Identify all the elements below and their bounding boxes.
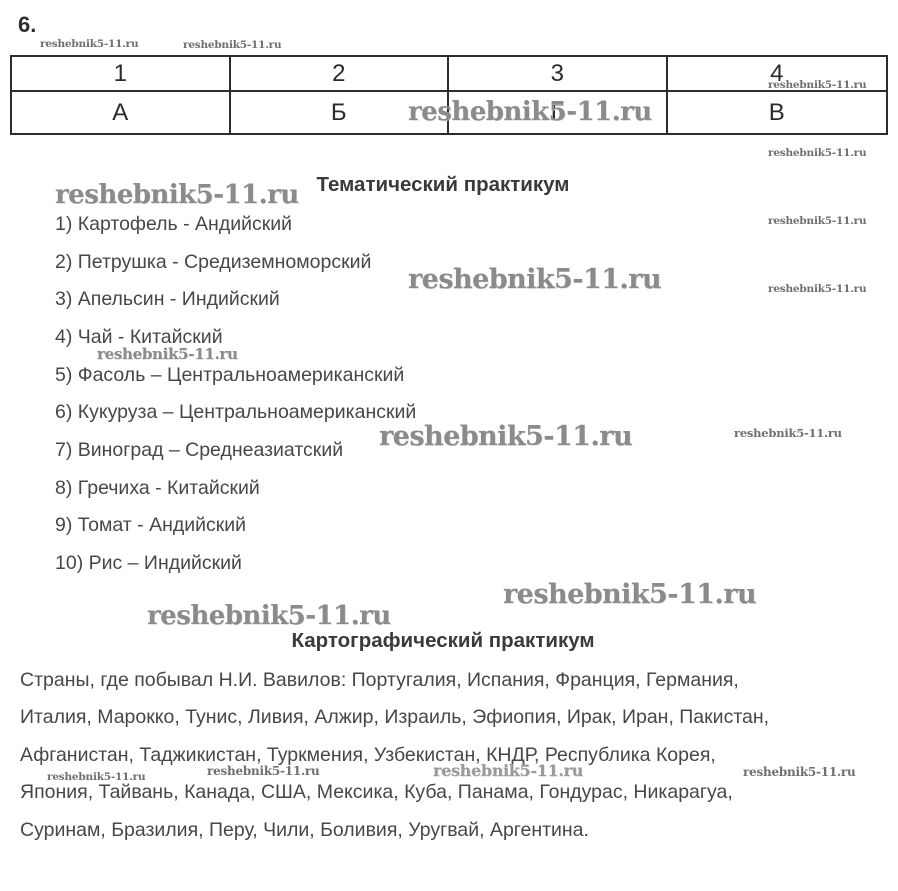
- paragraph-line: Суринам, Бразилия, Перу, Чили, Боливия, …: [20, 818, 589, 841]
- table-value-cell: В: [768, 98, 785, 126]
- list-item: 3) Апельсин - Индийский: [55, 288, 280, 311]
- list-item: 8) Гречиха - Китайский: [55, 476, 260, 499]
- watermark: reshebnik5-11.ru: [379, 421, 633, 452]
- paragraph-line: Италия, Марокко, Тунис, Ливия, Алжир, Из…: [20, 706, 770, 729]
- watermark: reshebnik5-11.ru: [207, 764, 320, 778]
- watermark: reshebnik5-11.ru: [734, 426, 842, 440]
- paragraph-line: Страны, где побывал Н.И. Вавилов: Португ…: [20, 669, 739, 691]
- table-value-cell: А: [12, 92, 231, 133]
- watermark: reshebnik5-11.ru: [147, 601, 391, 631]
- cartographic-title: Картографический практикум: [291, 629, 595, 652]
- answer-table: 1 2 3 4 А Б Г В: [10, 55, 888, 135]
- watermark: reshebnik5-11.ru: [768, 147, 867, 159]
- watermark: reshebnik5-11.ru: [408, 97, 652, 127]
- list-item: 5) Фасоль – Центральноамериканский: [55, 363, 405, 386]
- watermark: reshebnik5-11.ru: [768, 283, 867, 295]
- list-item: 1) Картофель - Андийский: [55, 213, 293, 235]
- watermark: reshebnik5-11.ru: [40, 38, 139, 50]
- watermark: reshebnik5-11.ru: [768, 79, 867, 91]
- watermark: reshebnik5-11.ru: [743, 765, 856, 779]
- list-item: 4) Чай - Китайский: [55, 325, 223, 348]
- watermark: reshebnik5-11.ru: [503, 579, 757, 610]
- list-item: 10) Рис – Индийский: [55, 551, 242, 574]
- question-number: 6.: [18, 12, 37, 37]
- watermark: reshebnik5-11.ru: [433, 761, 583, 780]
- countries-paragraph: Страны, где побывал Н.И. Вавилов: Португ…: [20, 662, 769, 849]
- table-header-cell: 4: [667, 57, 886, 92]
- watermark: reshebnik5-11.ru: [768, 215, 867, 227]
- thematic-list: 1) Картофель - Андийский 2) Петрушка - С…: [55, 206, 416, 583]
- watermark: reshebnik5-11.ru: [55, 180, 299, 210]
- list-item: 2) Петрушка - Средиземноморский: [55, 250, 372, 273]
- table-header-cell: 1: [12, 57, 231, 92]
- paragraph-line: Афганистан, Таджикистан, Туркмения, Узбе…: [20, 743, 716, 766]
- table-header-cell: 2: [230, 57, 449, 92]
- watermark: reshebnik5-11.ru: [47, 771, 146, 783]
- table-value-cell: Б: [231, 92, 449, 133]
- thematic-title: Тематический практикум: [316, 173, 570, 196]
- paragraph-line: Япония, Тайвань, Канада, США, Мексика, К…: [20, 781, 733, 804]
- table-value-cell: Г: [449, 92, 668, 133]
- list-item: 9) Томат - Андийский: [55, 514, 247, 537]
- watermark: reshebnik5-11.ru: [408, 264, 662, 295]
- watermark: reshebnik5-11.ru: [183, 39, 282, 51]
- list-item: 7) Виноград – Среднеазиатский: [55, 438, 344, 461]
- list-item: 6) Кукуруза – Центральноамериканский: [55, 401, 417, 424]
- table-header-cell: 3: [449, 57, 668, 92]
- watermark: reshebnik5-11.ru: [97, 345, 238, 363]
